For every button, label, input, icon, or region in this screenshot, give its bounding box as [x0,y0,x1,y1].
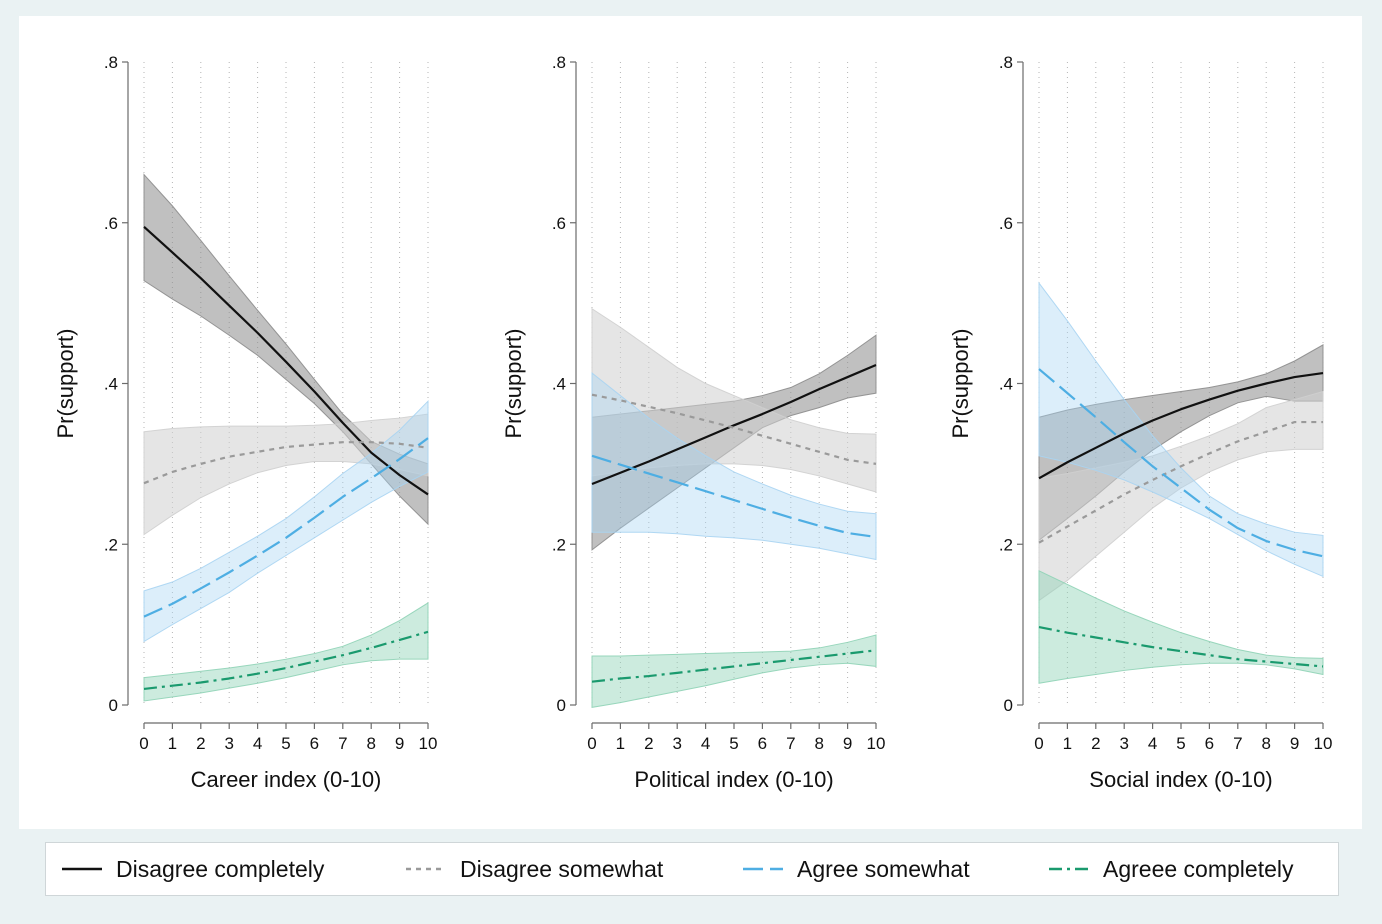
y-axis-title: Pr(support) [948,328,973,438]
legend-label: Agree somewhat [797,855,970,882]
x-tick-label: 3 [224,734,233,753]
legend-line-swatch [62,867,102,871]
x-tick-label: 1 [168,734,177,753]
x-tick-label: 1 [1063,734,1072,753]
x-tick-label: 2 [196,734,205,753]
series-line-1 [1038,420,1323,544]
y-tick-label: .6 [104,214,118,233]
x-axis-title: Social index (0-10) [1089,767,1272,792]
confidence-band-1 [591,307,877,493]
x-tick-label: 4 [701,734,710,753]
x-tick-label: 9 [395,734,404,753]
x-tick-label: 9 [1290,734,1299,753]
x-tick-label: 3 [1119,734,1128,753]
y-tick-label: .4 [104,375,118,394]
x-tick-label: 7 [786,734,795,753]
y-tick-label: 0 [557,696,566,715]
x-tick-label: 2 [1091,734,1100,753]
series-line-3 [143,630,429,691]
series-line-3 [591,649,877,683]
legend-label: Disagree completely [116,855,325,882]
x-tick-label: 5 [281,734,290,753]
y-tick-label: .2 [999,535,1013,554]
confidence-band-3 [591,634,877,709]
legend: Disagree completely Disagree somewhat Ag… [45,842,1339,896]
series-line-3 [1038,625,1324,668]
legend-label: Disagree somewhat [460,855,664,882]
x-tick-label: 7 [1233,734,1242,753]
y-tick-label: .2 [104,535,118,554]
x-axis-title: Career index (0-10) [191,767,382,792]
x-tick-label: 3 [672,734,681,753]
x-tick-label: 8 [366,734,375,753]
series-line-2 [591,454,877,539]
confidence-band-1 [143,413,429,536]
x-tick-label: 10 [1314,734,1333,753]
series-line-1 [591,393,877,465]
x-tick-label: 4 [253,734,262,753]
y-tick-label: .6 [999,214,1013,233]
x-tick-label: 10 [867,734,886,753]
x-tick-label: 8 [814,734,823,753]
legend-line-swatch [1049,867,1089,871]
series-line-1 [143,441,429,485]
confidence-band-3 [1038,569,1324,684]
confidence-band-2 [591,372,877,561]
y-tick-label: .2 [552,535,566,554]
y-tick-label: .6 [552,214,566,233]
series-line-0 [1038,371,1324,480]
confidence-band-3 [143,602,429,702]
x-tick-label: 5 [729,734,738,753]
y-tick-label: .8 [104,53,118,72]
legend-item-agree-somewhat: Agree somewhat [743,843,970,895]
chart-panel-political: 0 .2 .4 .6 .8 0 1 2 3 4 5 6 7 8 9 10 Pr(support) Politica… [501,53,885,792]
legend-item-disagree-completely: Disagree completely [62,843,324,895]
x-tick-label: 4 [1148,734,1157,753]
x-tick-label: 6 [310,734,319,753]
x-tick-label: 2 [644,734,653,753]
confidence-band-2 [143,399,429,643]
y-tick-label: .8 [552,53,566,72]
y-axis-title: Pr(support) [53,328,78,438]
series-line-2 [143,437,429,618]
legend-line-swatch [406,867,446,871]
x-tick-label: 0 [587,734,596,753]
x-tick-label: 0 [1034,734,1043,753]
x-tick-label: 5 [1176,734,1185,753]
x-tick-label: 7 [338,734,347,753]
chart-panel-career: 0 .2 .4 .6 .8 0 1 2 3 4 5 6 7 8 9 10 Pr(support) Career i… [53,53,437,792]
legend-item-disagree-somewhat: Disagree somewhat [406,843,663,895]
x-tick-label: 10 [419,734,438,753]
legend-line-swatch [743,867,783,871]
y-tick-label: .4 [999,375,1013,394]
y-tick-label: 0 [1004,696,1013,715]
legend-label: Agreee completely [1103,855,1294,882]
series-line-0 [143,225,429,496]
x-tick-label: 6 [1205,734,1214,753]
y-axis-title: Pr(support) [501,328,526,438]
y-tick-label: .8 [999,53,1013,72]
x-axis-title: Political index (0-10) [634,767,833,792]
chart-panel-social: 0 .2 .4 .6 .8 0 1 2 3 4 5 6 7 8 9 10 Pr(support) Social i… [948,53,1332,792]
x-tick-label: 0 [139,734,148,753]
series-line-2 [1038,368,1324,558]
legend-item-agree-completely: Agreee completely [1049,843,1294,895]
x-tick-label: 6 [758,734,767,753]
x-tick-label: 1 [616,734,625,753]
x-tick-label: 9 [843,734,852,753]
y-tick-label: .4 [552,375,566,394]
series-line-0 [591,364,877,485]
y-tick-label: 0 [109,696,118,715]
x-tick-label: 8 [1261,734,1270,753]
